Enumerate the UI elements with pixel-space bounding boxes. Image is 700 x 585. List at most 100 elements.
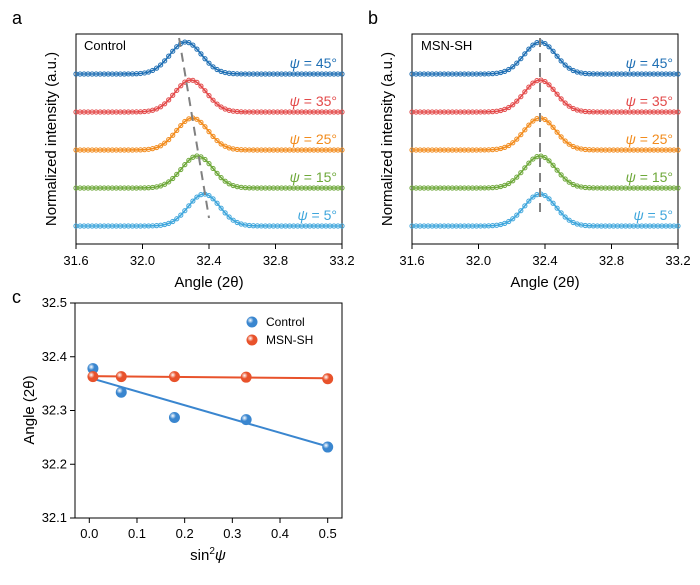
panel-label-c: c	[12, 287, 21, 307]
panel-b-series-label: ψ = 45°	[626, 55, 673, 71]
panel-c-ytick-label: 32.3	[42, 403, 67, 418]
panel-b-data-point	[530, 194, 536, 200]
panel-a-data-point	[190, 42, 196, 48]
panel-a-guide-line	[178, 37, 210, 219]
panel-a-data-point	[166, 97, 172, 103]
panel-a-data-point	[226, 181, 232, 187]
panel-a-data-point	[162, 58, 168, 64]
panel-c-data-point	[240, 371, 252, 383]
panel-c-xlabel-var: ψ	[215, 547, 226, 564]
panel-b-data-point	[566, 141, 572, 147]
panel-a-data-point	[218, 104, 224, 110]
panel-c-xlabel: sin2ψ	[190, 546, 226, 564]
panel-a-data-point	[149, 67, 156, 74]
panel-b-data-point	[550, 162, 556, 168]
panel-a-data-point	[210, 196, 216, 202]
panel-c-xtick-label: 0.0	[80, 526, 98, 541]
panel-b-data-point	[566, 65, 572, 71]
panel-a-xtick-label: 33.2	[329, 253, 354, 268]
panel-b-data-point	[510, 64, 516, 70]
panel-a-data-point	[158, 143, 164, 149]
panel-a-series-label: ψ = 25°	[290, 131, 337, 147]
panel-b-data-point	[530, 42, 536, 48]
panel-a-data-point	[186, 40, 192, 46]
psi-value: = 5°	[308, 207, 337, 223]
panel-a-data-point	[178, 212, 184, 218]
panel-a-fit-line	[76, 79, 342, 113]
panel-b-data-point	[526, 160, 532, 166]
panel-b-data-point	[506, 104, 512, 111]
panel-b-data-point	[530, 80, 536, 86]
panel-c-ytick-label: 32.4	[42, 349, 67, 364]
psi-value: = 35°	[300, 93, 337, 109]
panel-b-data-point	[510, 216, 516, 222]
panel-b-data-point	[510, 178, 516, 184]
panel-b-data-point	[554, 167, 560, 173]
panel-a-data-point	[210, 165, 216, 172]
panel-c-xtick-label: 0.5	[319, 526, 337, 541]
panel-c-ytick-label: 32.1	[42, 510, 67, 525]
panel-a-data-point	[194, 79, 200, 85]
panel-a-data-point	[339, 71, 345, 77]
panel-a-xlabel: Angle (2θ)	[174, 274, 243, 291]
panel-a-data-point	[162, 181, 168, 187]
panel-a-data-point	[206, 93, 212, 99]
panel-a-data-point	[174, 44, 180, 50]
panel-c-xlabel-base: sin	[190, 547, 209, 564]
panel-a-ylabel: Normalized intensity (a.u.)	[43, 52, 60, 226]
panel-b-data-point	[562, 138, 568, 144]
psi-symbol: ψ	[290, 131, 300, 147]
panel-b-fit-line	[412, 155, 678, 189]
panel-a-data-point	[226, 214, 232, 220]
panel-b-data-point	[554, 129, 560, 135]
panel-a-data-point	[206, 60, 212, 66]
panel-a-data-point	[339, 147, 345, 153]
panel-b-data-point	[502, 144, 508, 150]
panel-c-data-point	[87, 371, 99, 383]
panel-a-xtick-label: 32.0	[130, 253, 155, 268]
panel-c-ylabel: Angle (2θ)	[21, 375, 38, 444]
panel-c-legend-marker	[246, 334, 258, 346]
panel-a-data-point	[166, 179, 172, 185]
panel-a-data-point	[178, 122, 184, 129]
panel-a-xtick-label: 32.8	[263, 253, 288, 268]
panel-b-data-point	[502, 106, 508, 112]
panel-b-data-point	[546, 120, 552, 126]
panel-b-data-point	[514, 136, 520, 142]
panel-a-data-point	[186, 203, 192, 209]
panel-a-series-label: ψ = 5°	[297, 207, 337, 223]
panel-b-data-point	[550, 124, 556, 130]
panel-a-data-point	[162, 140, 168, 146]
panel-a-data-point	[174, 127, 180, 133]
panel-b-data-point	[558, 210, 564, 216]
panel-b-data-point	[562, 62, 568, 68]
panel-b-data-point	[546, 44, 552, 50]
panel-b-data-point	[502, 68, 508, 74]
panel-b-data-point	[522, 203, 528, 209]
panel-b-xtick-label: 32.4	[532, 253, 557, 268]
psi-value: = 15°	[636, 169, 673, 185]
panel-b-data-point	[522, 51, 528, 57]
psi-symbol: ψ	[290, 169, 300, 185]
panel-a-data-point	[170, 175, 176, 182]
panel-c-xtick-label: 0.1	[128, 526, 146, 541]
panel-c-fit-line	[89, 375, 328, 380]
panel-b-data-point	[518, 94, 524, 100]
panel-b-data-point	[526, 198, 532, 204]
panel-a-data-point	[218, 141, 224, 147]
panel-a-data-point	[206, 192, 212, 199]
panel-a-data-point	[218, 175, 224, 181]
panel-c-chart: sin2ψ Angle (2θ) Control MSN-SH 0.0 0.1 0.2…	[21, 295, 343, 564]
panel-a-data-point	[214, 101, 220, 107]
psi-value: = 5°	[644, 207, 673, 223]
panel-a-data-point	[198, 119, 204, 125]
panel-a-data-point	[170, 218, 176, 225]
panel-c-data-point	[115, 371, 127, 383]
panel-a-data-point	[170, 48, 176, 54]
panel-a-fit-line	[76, 155, 342, 189]
panel-a-data-point	[182, 162, 188, 168]
panel-a-data-point	[214, 170, 220, 176]
panel-a-xtick-label: 32.4	[196, 253, 221, 268]
panel-a-data-point	[154, 65, 160, 71]
